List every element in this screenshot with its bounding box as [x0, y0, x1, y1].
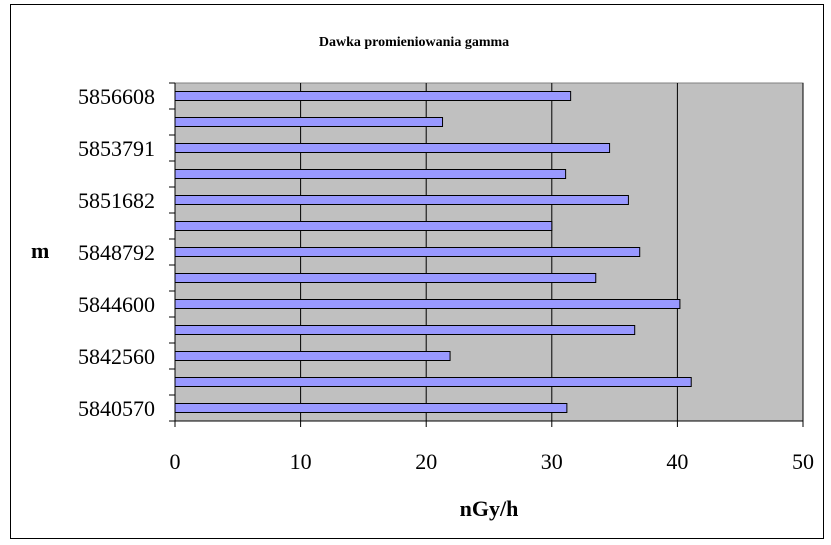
bar	[174, 169, 567, 179]
y-tick-label: 5856608	[78, 84, 155, 109]
bar	[174, 247, 641, 257]
bar	[174, 221, 553, 231]
x-tick-label: 50	[792, 449, 814, 474]
chart-title: Dawka promieniowania gamma	[319, 35, 509, 50]
bar	[174, 91, 572, 101]
bar	[174, 299, 681, 309]
x-axis-label: nGy/h	[460, 496, 519, 521]
x-tick-label: 20	[415, 449, 437, 474]
y-tick-label: 5842560	[78, 344, 155, 369]
bar	[174, 403, 568, 413]
bar	[174, 195, 629, 205]
bar	[174, 143, 611, 153]
y-tick-label: 5840570	[78, 396, 155, 421]
x-tick-label: 30	[541, 449, 563, 474]
bar	[174, 325, 636, 335]
y-tick-label: 5853791	[78, 136, 155, 161]
y-axis-label: m	[31, 238, 49, 263]
x-tick-label: 0	[170, 449, 181, 474]
y-tick-label: 5851682	[78, 188, 155, 213]
bar	[174, 117, 444, 127]
bar	[174, 377, 692, 387]
bar	[174, 273, 597, 283]
y-tick-label: 5844600	[78, 292, 155, 317]
x-tick-label: 10	[290, 449, 312, 474]
y-tick-label: 5848792	[78, 240, 155, 265]
bar	[174, 351, 451, 361]
x-tick-label: 40	[666, 449, 688, 474]
plot-area: 5856608 5853791 5851682 5848792 5844600 58425…	[78, 82, 814, 474]
